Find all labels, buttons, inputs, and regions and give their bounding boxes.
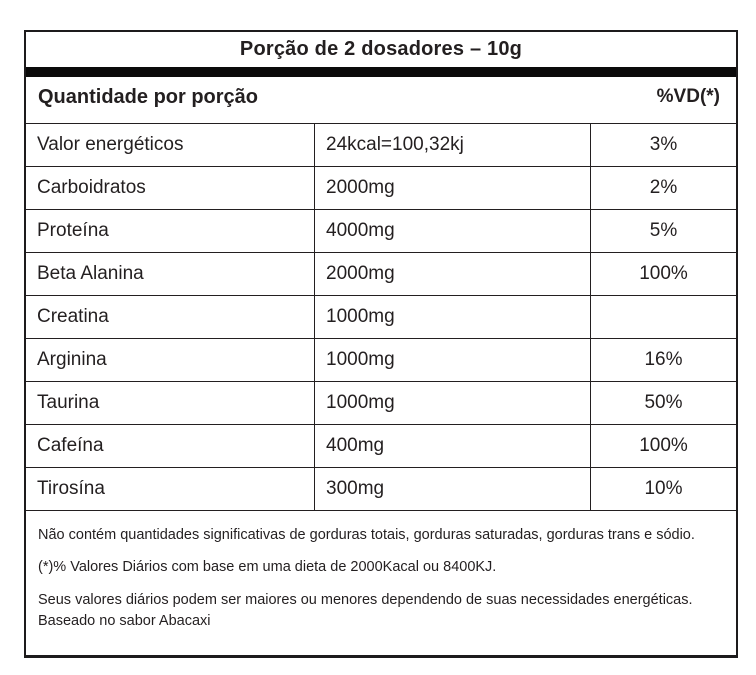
- nutrient-dv: [591, 296, 736, 338]
- table-row: Taurina 1000mg 50%: [26, 381, 736, 425]
- table-row: Carboidratos 2000mg 2%: [26, 166, 736, 210]
- nutrient-amount: 2000mg: [315, 166, 591, 209]
- footnote-no-fats: Não contém quantidades significativas de…: [38, 526, 695, 543]
- nutrient-name: Taurina: [26, 381, 315, 424]
- column-header-daily-value: %VD(*): [656, 86, 720, 108]
- footnote-daily-values: (*)% Valores Diários com base em uma die…: [38, 559, 497, 576]
- nutrition-facts-label: Porção de 2 dosadores – 10g Quantidade p…: [24, 30, 738, 658]
- nutrient-table: Valor energéticos 24kcal=100,32kj 3% Car…: [26, 123, 736, 511]
- nutrient-amount: 300mg: [315, 467, 591, 510]
- column-header-row: Quantidade por porção %VD(*): [26, 77, 736, 124]
- nutrient-amount: 400mg: [315, 424, 591, 467]
- table-row: Valor energéticos 24kcal=100,32kj 3%: [26, 123, 736, 167]
- table-row: Cafeína 400mg 100%: [26, 424, 736, 468]
- table-row: Tirosína 300mg 10%: [26, 467, 736, 511]
- nutrient-name: Cafeína: [26, 424, 315, 467]
- nutrient-dv: 10%: [644, 477, 683, 499]
- nutrient-amount: 24kcal=100,32kj: [315, 123, 591, 166]
- nutrient-dv: 3%: [649, 133, 678, 155]
- footnotes-section: Não contém quantidades significativas de…: [26, 511, 736, 655]
- nutrient-name: Valor energéticos: [26, 123, 315, 166]
- nutrient-amount: 2000mg: [315, 252, 591, 295]
- nutrient-amount: 1000mg: [315, 381, 591, 424]
- serving-size-title: Porção de 2 dosadores – 10g: [239, 38, 523, 61]
- footnote-energy-needs: Seus valores diários podem ser maiores o…: [38, 591, 693, 608]
- nutrient-dv: 2%: [649, 176, 678, 198]
- nutrient-name: Tirosína: [26, 467, 315, 510]
- nutrient-dv: 16%: [644, 348, 683, 370]
- table-row: Creatina 1000mg: [26, 295, 736, 339]
- nutrient-name: Creatina: [26, 295, 315, 338]
- nutrient-amount: 4000mg: [315, 209, 591, 252]
- table-row: Proteína 4000mg 5%: [26, 209, 736, 253]
- nutrient-dv: 5%: [649, 219, 678, 241]
- thick-divider-bar: [26, 67, 736, 78]
- nutrient-amount: 1000mg: [315, 295, 591, 338]
- nutrient-dv: 50%: [644, 391, 683, 413]
- nutrient-dv: 100%: [639, 434, 688, 456]
- table-row: Beta Alanina 2000mg 100%: [26, 252, 736, 296]
- nutrient-name: Carboidratos: [26, 166, 315, 209]
- nutrient-name: Beta Alanina: [26, 252, 315, 295]
- nutrient-name: Arginina: [26, 338, 315, 381]
- table-row: Arginina 1000mg 16%: [26, 338, 736, 382]
- nutrient-amount: 1000mg: [315, 338, 591, 381]
- footnote-flavor-basis: Baseado no sabor Abacaxi: [38, 613, 211, 630]
- nutrient-dv: 100%: [639, 262, 688, 284]
- nutrient-name: Proteína: [26, 209, 315, 252]
- column-header-quantity: Quantidade por porção: [38, 85, 259, 108]
